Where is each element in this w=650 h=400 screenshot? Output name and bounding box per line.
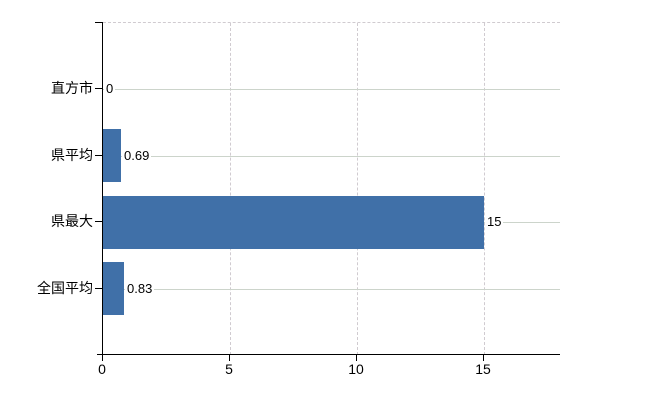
y-axis-end-tick: [95, 22, 103, 23]
bar-県最大: [103, 196, 484, 249]
x-axis-tick: [229, 355, 230, 361]
y-axis-tick: [95, 288, 103, 289]
gridline-horizontal: [103, 289, 560, 290]
value-label: 0: [104, 81, 116, 97]
y-axis-tick: [95, 155, 103, 156]
bar-全国平均: [103, 262, 124, 315]
x-axis-tick: [356, 355, 357, 361]
x-axis-tick: [102, 355, 103, 361]
y-axis-tick: [95, 221, 103, 222]
category-label: 県平均: [51, 147, 93, 163]
category-label: 直方市: [51, 80, 93, 96]
x-tick-label: 5: [225, 361, 233, 377]
value-label: 0.83: [125, 281, 155, 297]
gridline-vertical: [484, 23, 485, 355]
gridline-horizontal: [103, 89, 560, 90]
y-axis-line: [102, 22, 103, 361]
value-label: 15: [485, 214, 504, 230]
bar-県平均: [103, 129, 121, 182]
gridline-horizontal: [103, 156, 560, 157]
plot-area: 0 0.69 15 0.83: [103, 22, 560, 355]
gridline-vertical: [357, 23, 358, 355]
category-label: 全国平均: [37, 280, 93, 296]
gridline-vertical: [230, 23, 231, 355]
x-axis-tick: [483, 355, 484, 361]
y-axis-tick: [95, 88, 103, 89]
x-tick-label: 0: [98, 361, 106, 377]
x-axis-line: [97, 354, 560, 355]
x-tick-label: 10: [348, 361, 364, 377]
category-label: 県最大: [51, 213, 93, 229]
value-label: 0.69: [122, 148, 152, 164]
x-tick-label: 15: [475, 361, 491, 377]
